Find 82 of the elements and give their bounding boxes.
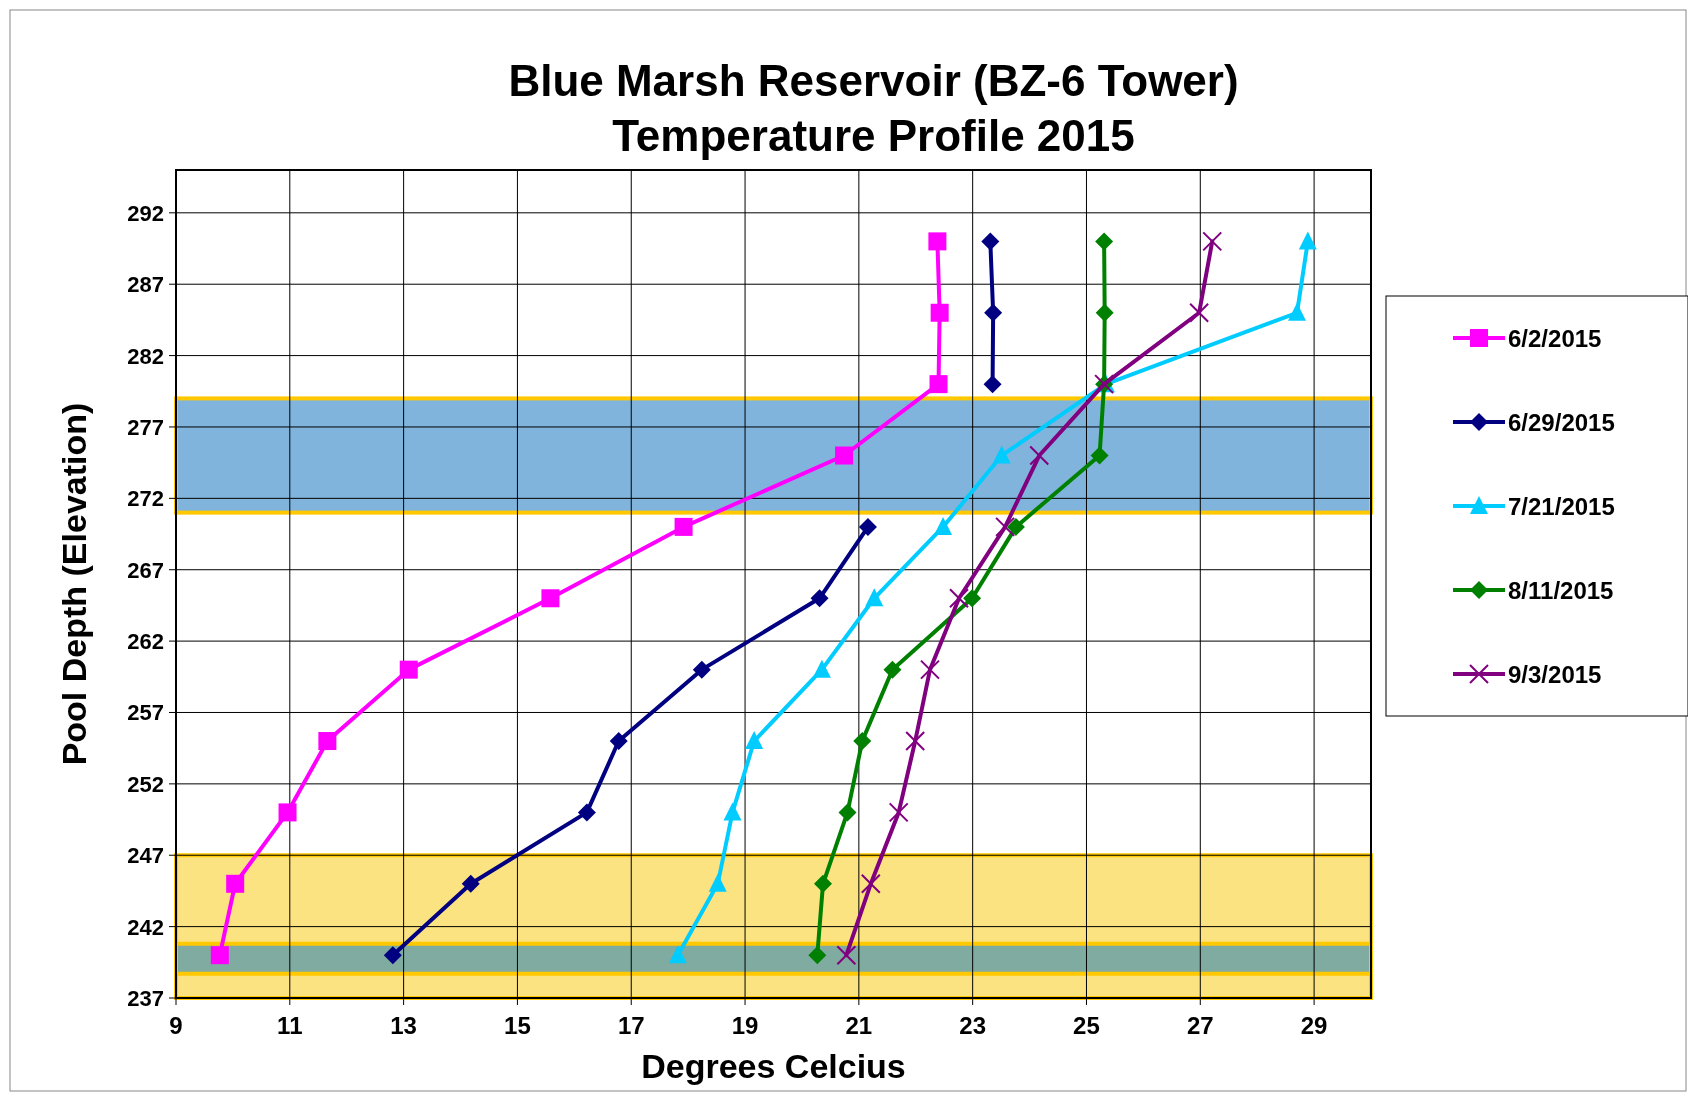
y-tick-label: 267 [127,557,164,583]
point [1202,231,1223,252]
y-tick-label: 257 [127,700,164,726]
legend-label: 9/3/2015 [1508,661,1602,688]
point [723,802,742,821]
point [383,946,402,965]
y-tick-label: 237 [127,986,164,1011]
x-axis-title: Degrees Celcius [641,1047,906,1085]
point [929,375,948,394]
point [708,873,727,892]
point [963,589,982,608]
point [949,588,970,609]
point [318,732,337,751]
point [858,517,877,536]
legend-label: 7/21/2015 [1508,493,1615,520]
point [1006,517,1025,536]
point [981,232,1000,251]
y-tick-label: 242 [127,914,164,940]
point [609,732,628,751]
legend-label: 6/2/2015 [1508,325,1602,352]
point [928,232,947,251]
point [399,660,418,679]
point [835,446,854,465]
x-tick-label: 13 [390,1012,417,1039]
y-tick-label: 272 [127,486,164,512]
y-tick-label: 277 [127,414,164,440]
point [1298,231,1317,250]
legend-label: 6/29/2015 [1508,409,1615,436]
point [210,946,229,965]
x-tick-label: 27 [1186,1012,1214,1039]
x-tick-label: 17 [617,1012,645,1039]
point [812,659,831,678]
x-tick-label: 15 [504,1012,531,1039]
x-tick-label: 23 [959,1012,987,1039]
y-tick-label: 252 [127,771,164,797]
point [888,802,909,823]
point [577,803,596,822]
y-tick-label: 262 [127,629,164,655]
point [745,731,764,750]
y-tick-label: 287 [127,272,164,298]
point [461,874,480,893]
x-tick-label: 25 [1073,1012,1100,1039]
point [692,660,711,679]
legend-label: 8/11/2015 [1508,577,1614,604]
y-tick-label: 247 [127,843,164,869]
point [905,731,926,752]
x-tick-label: 9 [169,1012,183,1039]
point [838,803,857,822]
y-axis-title: Pool Depth (Elevation) [55,402,93,766]
x-tick-label: 21 [845,1012,873,1039]
x-tick-label: 11 [277,1012,303,1039]
point [810,589,829,608]
y-tick-label: 292 [127,200,164,226]
point [1029,445,1050,466]
point [1288,302,1307,321]
point [541,589,560,608]
point [226,874,245,893]
point [983,375,1002,394]
point [930,303,949,322]
point [860,873,881,894]
point [995,516,1016,537]
point [674,517,693,536]
point [934,516,953,535]
point [1095,303,1114,322]
point [853,732,872,751]
point [1090,446,1109,465]
x-tick-label: 19 [731,1012,759,1039]
point [984,303,1003,322]
chart-title: Blue Marsh Reservoir (BZ-6 Tower) Temperature Profile 2015 [508,56,1239,160]
point [919,659,940,680]
point [1095,232,1114,251]
point [814,874,833,893]
point [883,660,902,679]
point [668,945,687,964]
point [836,945,857,966]
point [865,588,884,607]
x-tick-label: 29 [1300,1012,1328,1039]
point [278,803,297,822]
point [808,946,827,965]
y-tick-label: 282 [127,343,164,369]
point [992,445,1011,464]
point [1189,302,1210,323]
